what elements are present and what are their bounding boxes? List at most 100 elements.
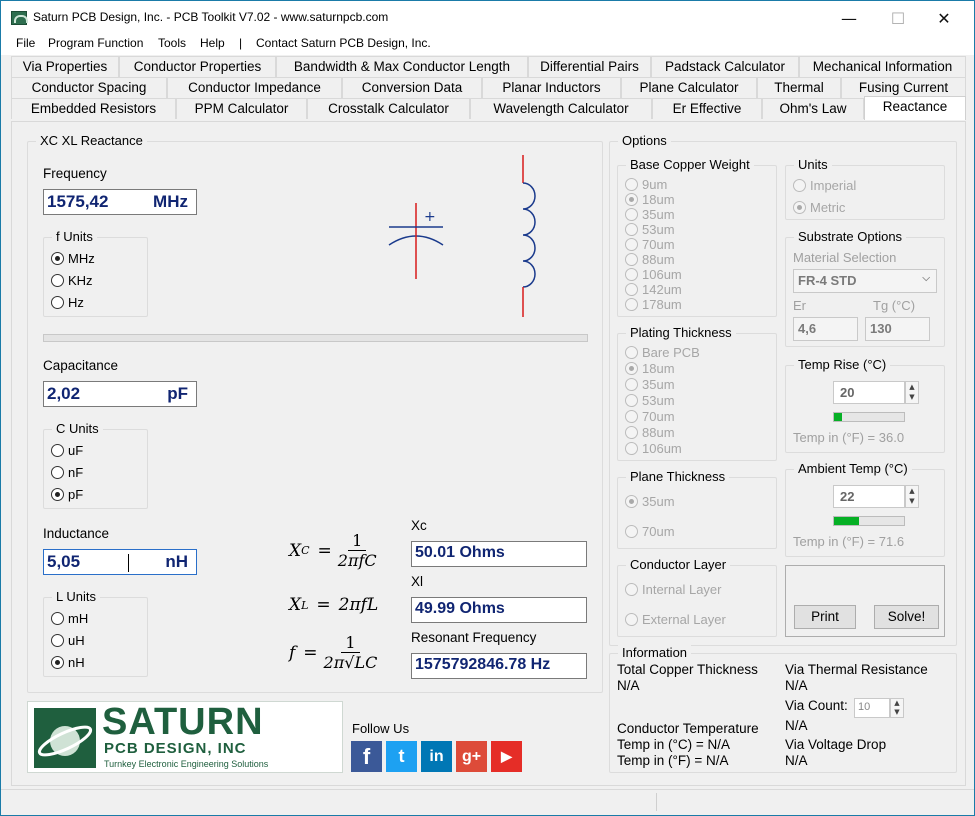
tab-mechanical-information[interactable]: Mechanical Information — [799, 56, 966, 77]
radio-label: Bare PCB — [642, 345, 700, 360]
temp-rise-spin-buttons[interactable]: ▲ ▼ — [905, 381, 919, 404]
radio-dot — [625, 495, 638, 508]
ambient-temp-spin-buttons[interactable]: ▲ ▼ — [905, 485, 919, 508]
saturn-logo[interactable]: SATURN PCB DESIGN, INC Turnkey Electroni… — [27, 701, 343, 773]
base-copper-18um-radio[interactable]: 18um — [625, 192, 675, 207]
tab-conversion-data[interactable]: Conversion Data — [342, 77, 482, 98]
l-unit-nh-radio[interactable]: nH — [51, 655, 85, 670]
base-copper-9um-radio[interactable]: 9um — [625, 177, 667, 192]
tab-ohms-law[interactable]: Ohm's Law — [762, 98, 864, 119]
tab-via-properties[interactable]: Via Properties — [11, 56, 119, 77]
tab-crosstalk-calculator[interactable]: Crosstalk Calculator — [307, 98, 470, 119]
ambient-temp-spinner[interactable]: 22 — [833, 485, 905, 508]
inductor-coil — [522, 182, 536, 288]
tab-er-effective[interactable]: Er Effective — [652, 98, 762, 119]
material-select[interactable]: FR-4 STD ⌵ — [793, 269, 937, 293]
frequency-input[interactable]: 1575,42 MHz — [43, 189, 197, 215]
c-unit-nf-radio[interactable]: nF — [51, 465, 83, 480]
tab-reactance[interactable]: Reactance — [864, 96, 966, 120]
menu-program-function[interactable]: Program Function — [48, 36, 144, 50]
plane-35um-radio[interactable]: 35um — [625, 494, 675, 509]
tab-ppm-calculator[interactable]: PPM Calculator — [176, 98, 307, 119]
base-copper-35um-radio[interactable]: 35um — [625, 207, 675, 222]
app-logo-icon — [11, 11, 28, 25]
maximize-button[interactable]: ☐ — [890, 9, 906, 28]
plating-18um-radio[interactable]: 18um — [625, 361, 675, 376]
f-unit-khz-radio[interactable]: KHz — [51, 273, 93, 288]
tab-bandwidth[interactable]: Bandwidth & Max Conductor Length — [276, 56, 528, 77]
radio-label: 35um — [642, 494, 675, 509]
tab-differential-pairs[interactable]: Differential Pairs — [528, 56, 651, 77]
capacitance-input[interactable]: 2,02 pF — [43, 381, 197, 407]
plating-53um-radio[interactable]: 53um — [625, 393, 675, 408]
base-copper-106um-radio[interactable]: 106um — [625, 267, 682, 282]
l-unit-mh-radio[interactable]: mH — [51, 611, 88, 626]
tab-conductor-properties[interactable]: Conductor Properties — [119, 56, 276, 77]
er-field[interactable]: 4,6 — [793, 317, 858, 341]
tab-planar-inductors[interactable]: Planar Inductors — [482, 77, 621, 98]
resonance-formula: f = 1 2π√LC — [289, 633, 377, 672]
total-copper-value: N/A — [617, 678, 640, 693]
menu-tools[interactable]: Tools — [158, 36, 187, 50]
radio-label: 18um — [642, 361, 675, 376]
via-count-spinner[interactable]: 10 — [854, 698, 890, 718]
via-count-spin-buttons[interactable]: ▲ ▼ — [890, 698, 904, 718]
radio-label: uH — [68, 633, 85, 648]
plating-70um-radio[interactable]: 70um — [625, 409, 675, 424]
menu-help[interactable]: Help — [200, 36, 225, 50]
solve-button[interactable]: Solve! — [874, 605, 939, 629]
radio-label: nH — [68, 655, 85, 670]
temp-rise-spinner[interactable]: 20 — [833, 381, 905, 404]
inductance-input[interactable]: 5,05 nH — [43, 549, 197, 575]
radio-dot — [625, 238, 638, 251]
tab-fusing-current[interactable]: Fusing Current — [841, 77, 966, 98]
menu-contact[interactable]: Contact Saturn PCB Design, Inc. — [256, 36, 431, 50]
close-button[interactable]: ✕ — [937, 9, 951, 28]
plating-106um-radio[interactable]: 106um — [625, 441, 682, 456]
units-imperial-radio[interactable]: Imperial — [793, 178, 856, 193]
print-button[interactable]: Print — [794, 605, 856, 629]
f-unit-hz-radio[interactable]: Hz — [51, 295, 84, 310]
temp-rise-note: Temp in (°F) = 36.0 — [793, 430, 905, 445]
radio-dot — [625, 208, 638, 221]
external-layer-radio[interactable]: External Layer — [625, 612, 726, 627]
base-copper-53um-radio[interactable]: 53um — [625, 222, 675, 237]
minimize-button[interactable]: — — [841, 9, 857, 28]
radio-label: Hz — [68, 295, 84, 310]
google-plus-icon[interactable]: g+ — [456, 741, 487, 772]
temp-rise-title: Temp Rise (°C) — [794, 357, 891, 373]
base-copper-142um-radio[interactable]: 142um — [625, 282, 682, 297]
f-unit-mhz-radio[interactable]: MHz — [51, 251, 95, 266]
plating-88um-radio[interactable]: 88um — [625, 425, 675, 440]
radio-dot — [625, 362, 638, 375]
twitter-icon[interactable]: t — [386, 741, 417, 772]
tab-padstack-calculator[interactable]: Padstack Calculator — [651, 56, 799, 77]
tab-wavelength-calculator[interactable]: Wavelength Calculator — [470, 98, 652, 119]
radio-dot — [625, 378, 638, 391]
internal-layer-radio[interactable]: Internal Layer — [625, 582, 722, 597]
l-unit-uh-radio[interactable]: uH — [51, 633, 85, 648]
menu-file[interactable]: File — [16, 36, 36, 50]
radio-label: MHz — [68, 251, 95, 266]
c-unit-uf-radio[interactable]: uF — [51, 443, 83, 458]
c-unit-pf-radio[interactable]: pF — [51, 487, 83, 502]
linkedin-icon[interactable]: in — [421, 741, 452, 772]
tab-embedded-resistors[interactable]: Embedded Resistors — [11, 98, 176, 119]
tab-conductor-spacing[interactable]: Conductor Spacing — [11, 77, 167, 98]
tab-conductor-impedance[interactable]: Conductor Impedance — [167, 77, 342, 98]
base-copper-178um-radio[interactable]: 178um — [625, 297, 682, 312]
plating-bare-radio[interactable]: Bare PCB — [625, 345, 700, 360]
tab-plane-calculator[interactable]: Plane Calculator — [621, 77, 757, 98]
inductance-unit: nH — [165, 552, 188, 571]
tab-thermal[interactable]: Thermal — [757, 77, 841, 98]
base-copper-88um-radio[interactable]: 88um — [625, 252, 675, 267]
radio-label: 18um — [642, 192, 675, 207]
youtube-icon[interactable]: ▶ — [491, 741, 522, 772]
units-metric-radio[interactable]: Metric — [793, 200, 845, 215]
plating-group: Plating Thickness — [617, 325, 777, 461]
plane-70um-radio[interactable]: 70um — [625, 524, 675, 539]
plating-35um-radio[interactable]: 35um — [625, 377, 675, 392]
facebook-icon[interactable]: f — [351, 741, 382, 772]
base-copper-70um-radio[interactable]: 70um — [625, 237, 675, 252]
tg-field[interactable]: 130 — [865, 317, 930, 341]
